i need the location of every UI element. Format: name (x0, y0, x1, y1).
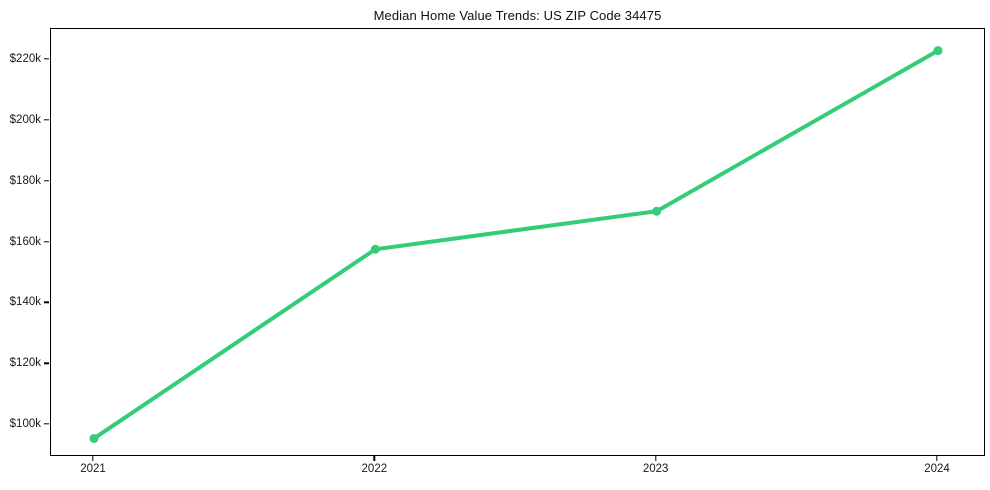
x-tick-label: 2024 (924, 463, 950, 475)
x-tick-mark (373, 456, 376, 461)
x-tick-mark (92, 456, 94, 461)
data-point-marker (370, 244, 380, 254)
x-tick-label: 2022 (361, 463, 388, 475)
x-tick-mark (936, 456, 938, 461)
y-tick-label: $100k (9, 418, 41, 431)
y-tick-label: $140k (9, 296, 41, 309)
line-series-canvas (89, 46, 943, 443)
y-tick-mark (44, 423, 49, 425)
chart-title: Median Home Value Trends: US ZIP Code 34… (373, 8, 662, 23)
y-tick-label: $160k (9, 235, 41, 248)
y-tick-mark (44, 362, 49, 364)
y-tick-label: $120k (9, 357, 41, 370)
x-tick-label: 2023 (642, 463, 669, 475)
series-line-median-home-value (92, 48, 940, 441)
x-tick-mark (654, 456, 657, 461)
data-point-marker (652, 206, 662, 216)
y-tick-mark (44, 240, 49, 243)
y-tick-mark (44, 180, 49, 182)
y-tick-mark (44, 119, 49, 121)
y-tick-label: $200k (9, 113, 41, 126)
y-tick-label: $180k (9, 174, 41, 187)
data-point-marker (933, 46, 943, 56)
plot-area (50, 28, 985, 456)
data-point-marker (89, 433, 99, 443)
y-tick-mark (44, 301, 49, 304)
y-tick-label: $220k (9, 53, 41, 66)
x-tick-label: 2021 (80, 463, 106, 475)
y-tick-mark (44, 58, 49, 60)
